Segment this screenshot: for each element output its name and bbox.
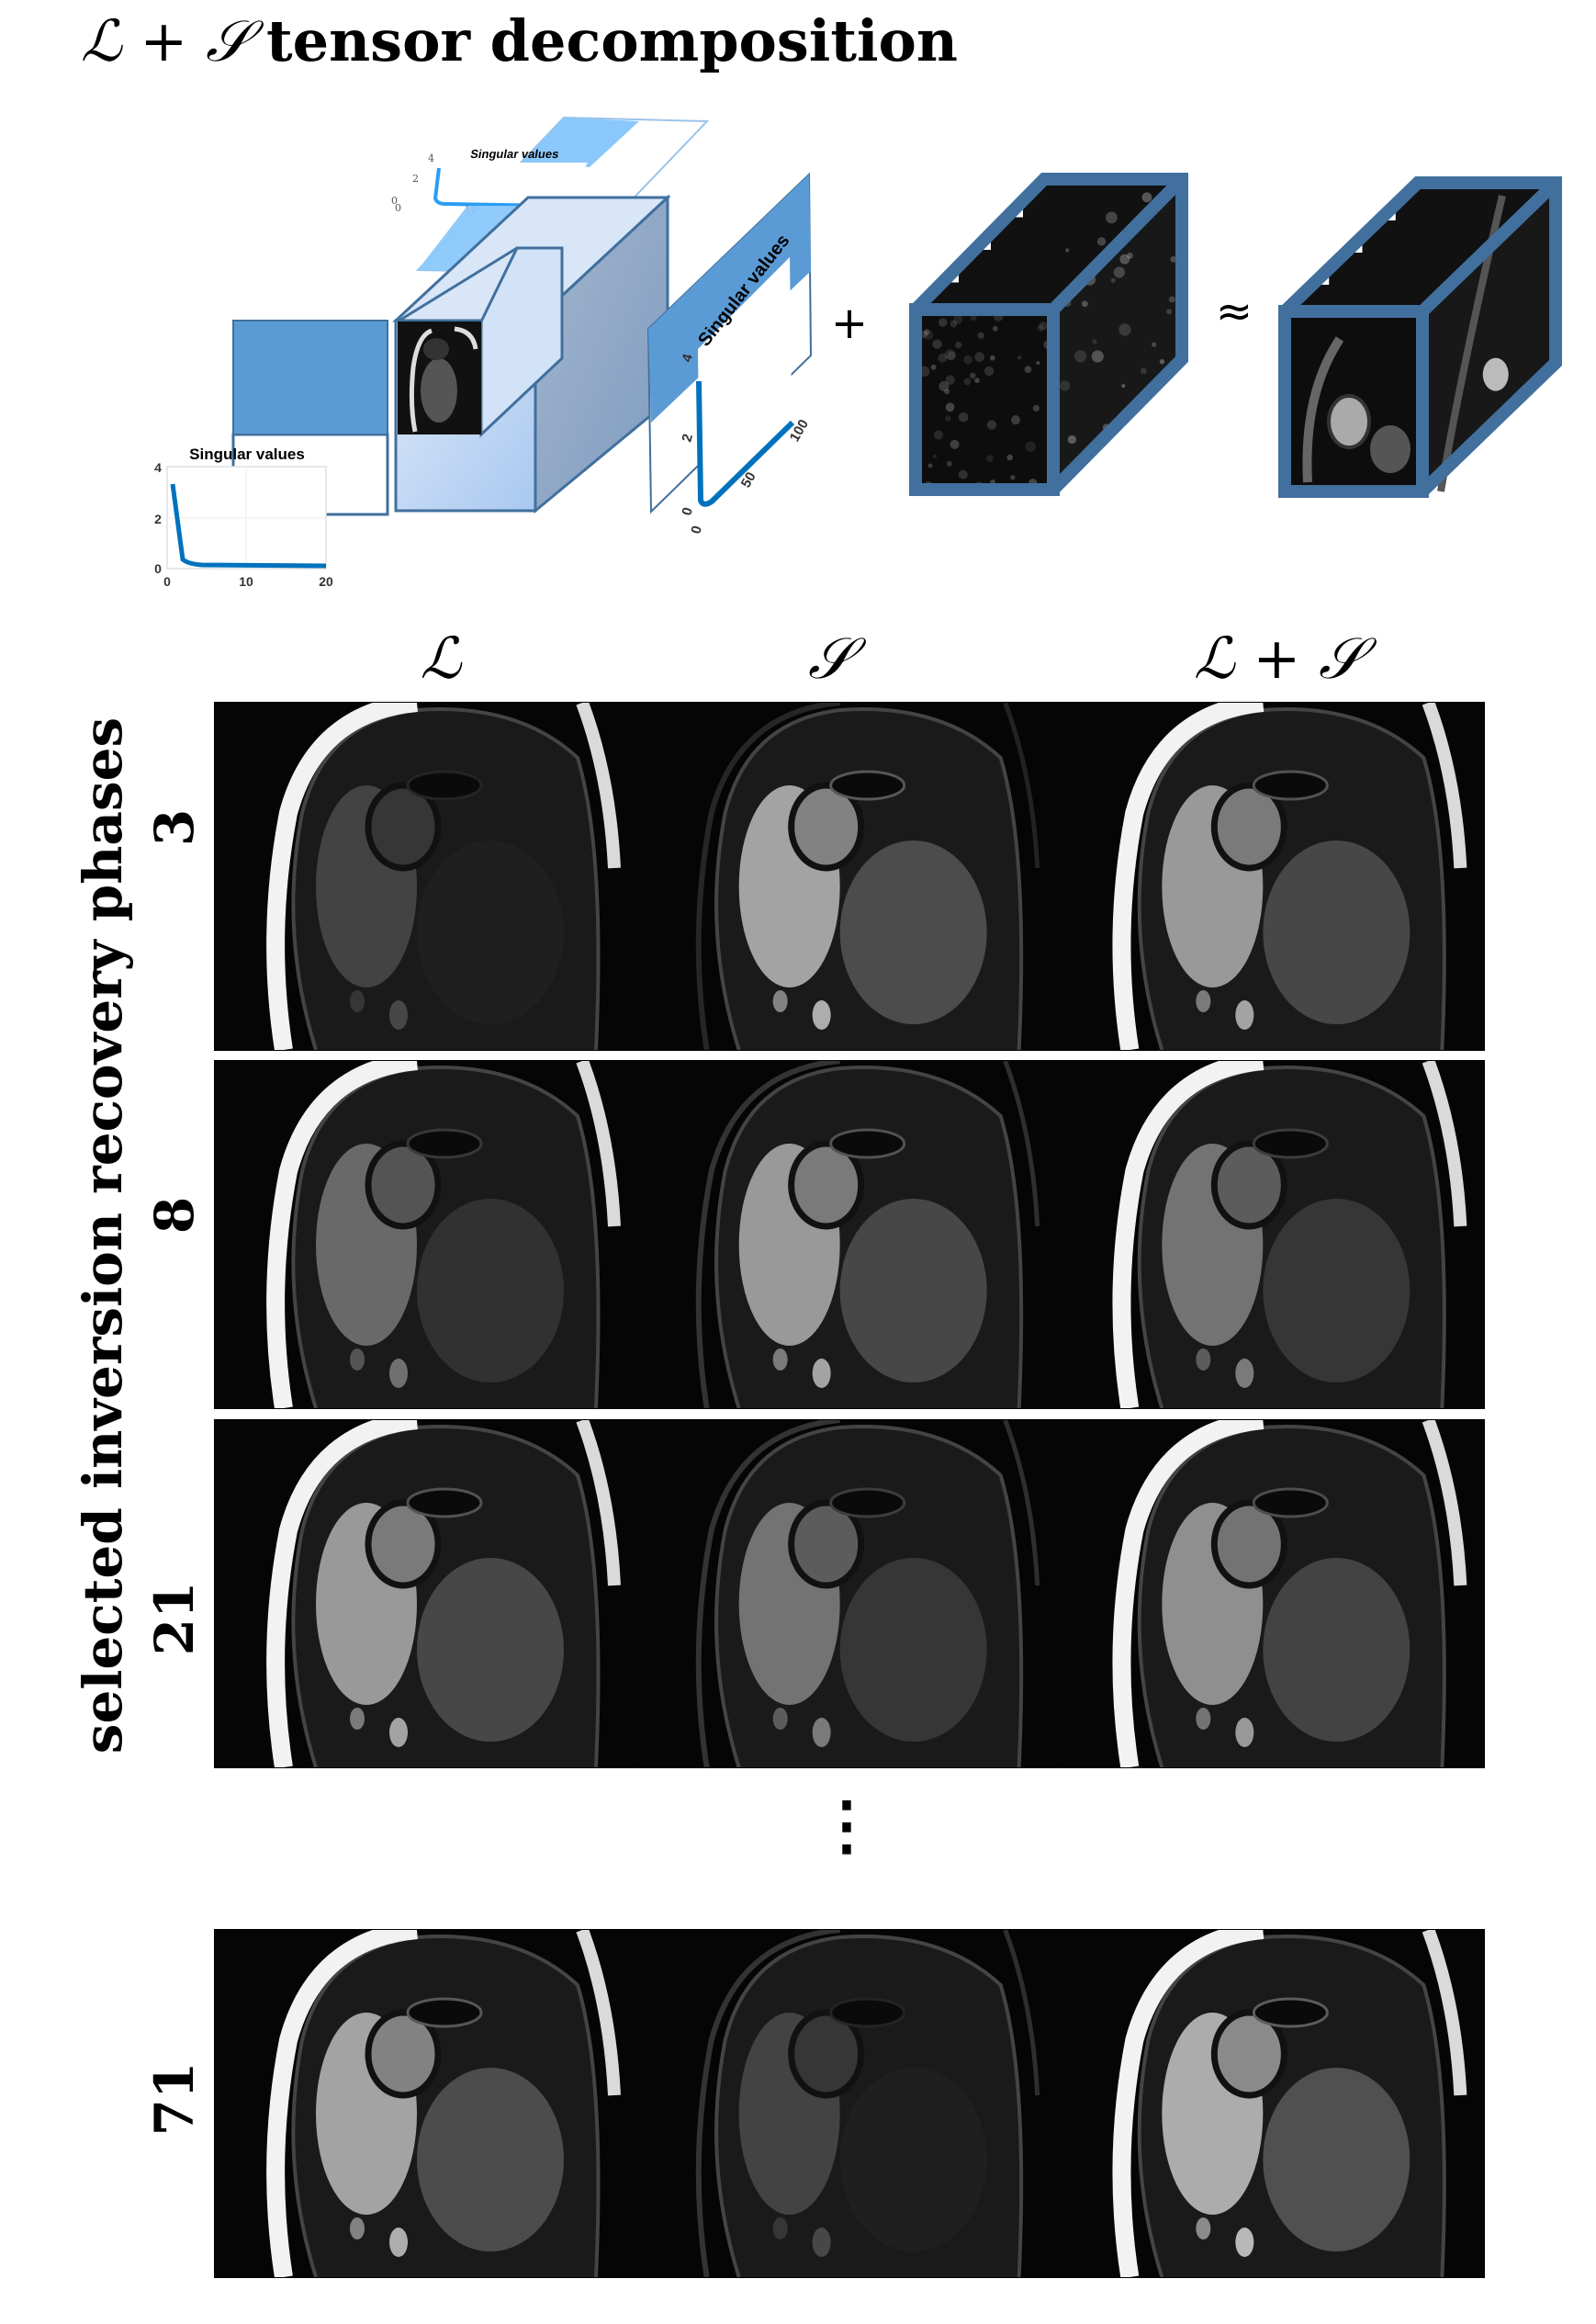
image-row-phase-8 — [214, 1060, 1485, 1409]
sparse-tensor-cube — [914, 179, 1186, 492]
mri-image-sparse — [638, 703, 1062, 1050]
mri-image-sum — [1061, 703, 1484, 1050]
row-label-phase-71: 71 — [143, 2062, 206, 2137]
right-factor-plane: Singular values 4 2 0 0 50 100 — [648, 175, 812, 536]
core-tensor-cube — [396, 197, 668, 511]
vertical-ellipsis: ⋮ — [815, 1814, 879, 1836]
mri-image-low-rank — [215, 1061, 638, 1408]
approx-symbol: ≈ — [1216, 286, 1253, 337]
mri-image-low-rank — [215, 1930, 638, 2277]
mri-image-sum — [1061, 1420, 1484, 1767]
mri-image-sparse — [638, 1061, 1062, 1408]
row-label-phase-8: 8 — [143, 1197, 206, 1234]
mri-image-low-rank — [215, 703, 638, 1050]
row-label-phase-21: 21 — [143, 1582, 206, 1656]
left-plot-xtick-0: 0 — [163, 574, 171, 589]
top-plot-xtick-0: 0 — [395, 202, 401, 214]
column-label-sum: ℒ + 𝒮 — [1194, 625, 1363, 693]
top-plot-title: Singular values — [469, 147, 560, 161]
mri-image-low-rank — [215, 1420, 638, 1767]
column-label-sparse: 𝒮 — [808, 625, 852, 693]
top-plot-ytick-4: 4 — [428, 152, 434, 164]
mri-image-sparse — [638, 1420, 1062, 1767]
left-plot-xtick-20: 20 — [319, 574, 333, 589]
left-plot-ytick-0: 0 — [154, 561, 162, 576]
top-plot-ytick-2: 2 — [412, 173, 419, 185]
right-plot-ytick-0: 0 — [679, 506, 696, 517]
reconstructed-tensor-cube — [1285, 183, 1556, 491]
image-row-phase-21 — [214, 1419, 1485, 1768]
mri-image-sparse — [638, 1930, 1062, 2277]
mri-image-sum — [1061, 1061, 1484, 1408]
y-axis-label: selected inversion recovery phases — [72, 717, 134, 1754]
left-plot-ytick-4: 4 — [154, 460, 162, 475]
image-row-phase-3 — [214, 702, 1485, 1051]
left-plot-xtick-10: 10 — [239, 574, 253, 589]
plus-symbol: + — [831, 298, 868, 349]
row-label-phase-3: 3 — [143, 809, 206, 846]
left-singular-values-plot: Singular values 4 2 0 0 10 20 — [154, 446, 333, 589]
image-row-phase-71 — [214, 1929, 1485, 2278]
left-plot-title: Singular values — [189, 446, 305, 463]
right-plot-xtick-0: 0 — [688, 525, 705, 536]
column-label-low-rank: ℒ — [421, 625, 462, 692]
tensor-decomposition-diagram: Singular values 4 2 0 0 10 20 Sing — [0, 0, 1596, 606]
left-plot-ytick-2: 2 — [154, 512, 162, 526]
mri-image-sum — [1061, 1930, 1484, 2277]
